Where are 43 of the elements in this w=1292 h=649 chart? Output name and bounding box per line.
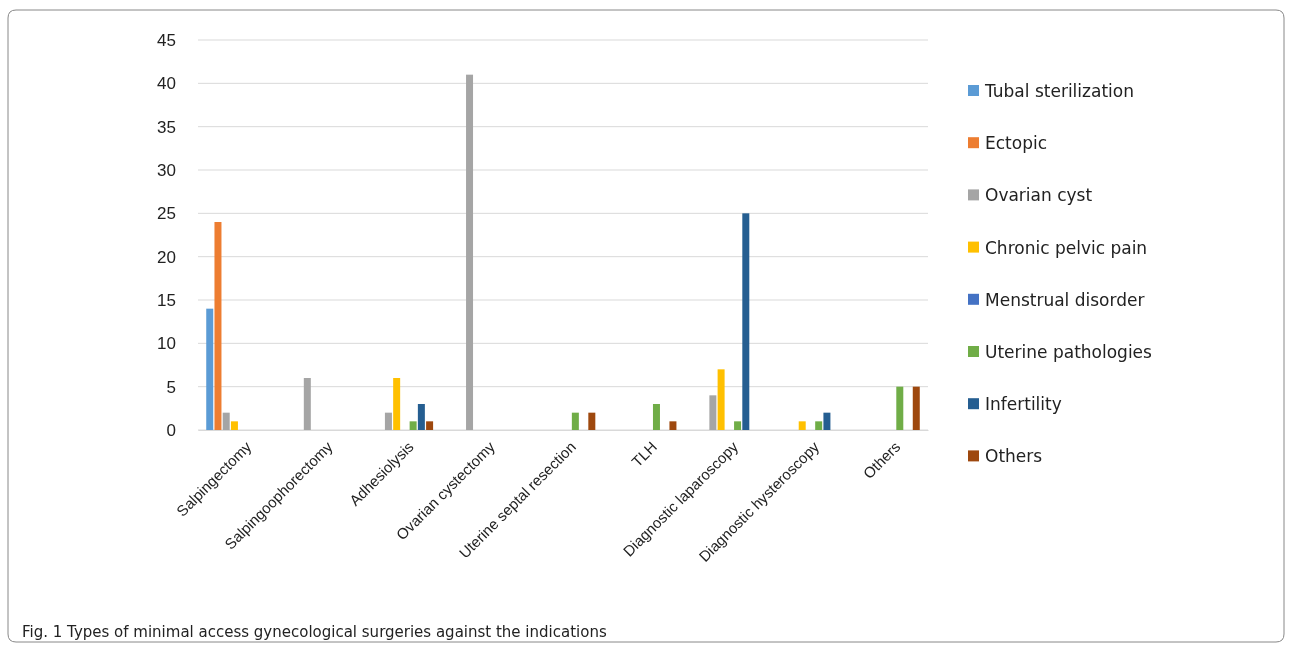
bar xyxy=(709,395,717,430)
y-tick-label: 45 xyxy=(157,30,176,50)
bar xyxy=(393,378,401,430)
legend-label: Chronic pelvic pain xyxy=(985,237,1148,258)
bar xyxy=(214,222,222,430)
bar xyxy=(409,421,417,430)
bar xyxy=(206,308,214,430)
bar xyxy=(466,74,474,430)
y-tick-label: 30 xyxy=(157,160,176,180)
bar xyxy=(823,412,831,430)
bar xyxy=(384,412,392,430)
y-tick-label: 5 xyxy=(166,377,176,397)
bar xyxy=(303,378,311,430)
bar xyxy=(571,412,579,430)
y-tick-label: 10 xyxy=(157,334,176,354)
legend-label: Infertility xyxy=(985,394,1062,415)
bar xyxy=(742,213,750,430)
bar xyxy=(815,421,823,430)
y-tick-label: 25 xyxy=(157,204,176,224)
y-tick-label: 35 xyxy=(157,117,176,137)
x-tick-label: TLH xyxy=(628,437,661,470)
bar xyxy=(912,386,920,430)
bar xyxy=(798,421,806,430)
bar xyxy=(734,421,742,430)
y-tick-label: 15 xyxy=(157,290,176,310)
bar xyxy=(222,412,230,430)
legend-label: Uterine pathologies xyxy=(985,341,1153,362)
bar xyxy=(417,404,425,430)
bar xyxy=(230,421,238,430)
bar xyxy=(588,412,596,430)
bar xyxy=(426,421,434,430)
bar xyxy=(669,421,677,430)
legend-label: Tubal sterilization xyxy=(984,80,1134,101)
legend-label: Ectopic xyxy=(985,133,1048,154)
bar xyxy=(896,386,904,430)
bar xyxy=(652,404,660,430)
y-tick-label: 20 xyxy=(157,247,176,267)
y-tick-label: 0 xyxy=(166,420,176,440)
legend-label: Ovarian cyst xyxy=(985,185,1093,206)
y-tick-label: 40 xyxy=(157,74,176,94)
legend-label: Menstrual disorder xyxy=(985,289,1145,310)
bar xyxy=(717,369,725,430)
caption: Fig. 1 Types of minimal access gynecological surgeries against the indications xyxy=(22,623,607,641)
